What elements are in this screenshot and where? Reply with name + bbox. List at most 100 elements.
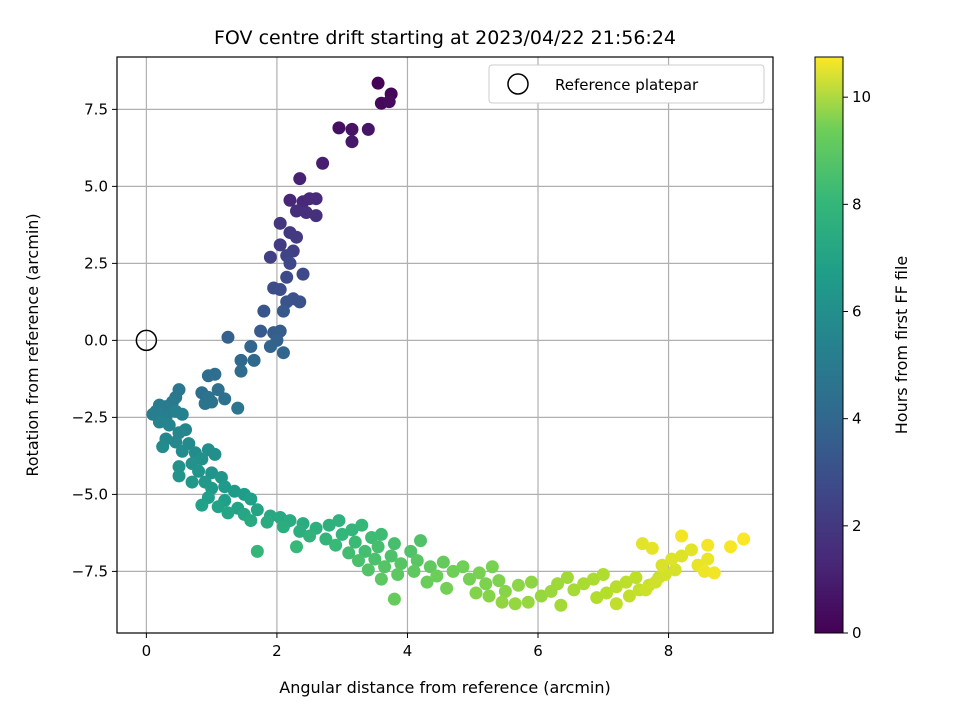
data-point	[355, 518, 369, 532]
colorbar-label: Hours from first FF file	[892, 256, 911, 435]
data-point	[600, 586, 614, 600]
data-point	[534, 589, 548, 603]
data-point	[701, 552, 715, 566]
data-points	[146, 76, 751, 612]
data-point	[508, 597, 522, 611]
data-point	[407, 564, 421, 578]
data-point	[227, 484, 241, 498]
data-point	[639, 583, 653, 597]
data-point	[250, 544, 264, 558]
data-point	[316, 156, 330, 170]
data-point	[609, 597, 623, 611]
x-tick-label: 2	[272, 642, 282, 660]
data-point	[234, 364, 248, 378]
data-point	[263, 340, 277, 354]
data-point	[293, 295, 307, 309]
data-point	[430, 569, 444, 583]
data-point	[345, 135, 359, 149]
data-point	[303, 529, 317, 543]
data-point	[348, 535, 362, 549]
data-point	[697, 564, 711, 578]
data-point	[391, 567, 405, 581]
data-point	[365, 531, 379, 545]
data-point	[675, 549, 689, 563]
data-point	[567, 583, 581, 597]
y-tick-label: −5.0	[72, 485, 108, 503]
data-point	[175, 444, 189, 458]
data-point	[211, 383, 225, 397]
data-point	[358, 544, 372, 558]
data-point	[244, 514, 258, 528]
colorbar-ticks: 0 2 4 6 8 10	[843, 88, 871, 642]
data-point	[218, 480, 232, 494]
data-point	[169, 435, 183, 449]
data-point	[577, 577, 591, 591]
data-point	[495, 595, 509, 609]
data-point	[345, 523, 359, 537]
x-tick-label: 8	[664, 642, 674, 660]
data-point	[329, 538, 343, 552]
data-point	[299, 206, 313, 220]
data-point	[560, 571, 574, 585]
data-point	[211, 500, 225, 514]
data-point	[273, 238, 287, 252]
data-point	[319, 532, 333, 546]
data-point	[185, 475, 199, 489]
data-point	[371, 76, 385, 90]
x-tick-label: 0	[142, 642, 152, 660]
colorbar-tick-label: 10	[852, 88, 871, 106]
data-point	[479, 577, 493, 591]
legend: Reference platepar	[488, 64, 765, 104]
y-tick-label: −7.5	[72, 562, 108, 580]
data-point	[446, 564, 460, 578]
data-point	[263, 250, 277, 264]
data-point	[244, 492, 258, 506]
data-point	[296, 267, 310, 281]
y-axis-ticks: −7.5 −5.0 −2.5 0.0 2.5 5.0 7.5	[72, 100, 117, 580]
data-point	[332, 514, 346, 528]
data-point	[590, 591, 604, 605]
colorbar-tick-label: 0	[852, 624, 862, 642]
colorbar-tick-label: 6	[852, 303, 862, 321]
data-point	[655, 558, 669, 572]
data-point	[290, 204, 304, 218]
data-point	[472, 566, 486, 580]
data-point	[524, 575, 538, 589]
colorbar-tick-label: 2	[852, 517, 862, 535]
colorbar: 0 2 4 6 8 10 Hours from first FF file	[814, 56, 911, 642]
data-point	[414, 534, 428, 548]
data-point	[635, 537, 649, 551]
data-point	[619, 575, 633, 589]
chart-title: FOV centre drift starting at 2023/04/22 …	[214, 27, 676, 49]
data-point	[293, 172, 307, 186]
data-point	[684, 543, 698, 557]
y-tick-label: 0.0	[84, 331, 108, 349]
data-point	[374, 572, 388, 586]
data-point	[410, 554, 424, 568]
data-point	[649, 575, 663, 589]
data-point	[254, 324, 268, 338]
data-point	[374, 527, 388, 541]
legend-box	[488, 64, 765, 104]
data-point	[244, 340, 258, 354]
data-point	[596, 567, 610, 581]
data-point	[436, 555, 450, 569]
data-point	[361, 122, 375, 136]
data-point	[675, 529, 689, 543]
data-point	[283, 193, 297, 207]
data-point	[609, 580, 623, 594]
data-point	[276, 520, 290, 534]
reference-marker	[135, 329, 158, 352]
data-point	[629, 571, 643, 585]
data-point	[668, 563, 682, 577]
data-point	[724, 540, 738, 554]
data-point	[273, 283, 287, 297]
data-point	[462, 572, 476, 586]
data-point	[250, 503, 264, 517]
data-point	[192, 464, 206, 478]
colorbar-tick-label: 8	[852, 195, 862, 213]
data-point	[352, 554, 366, 568]
data-point	[737, 532, 751, 546]
data-point	[342, 546, 356, 560]
